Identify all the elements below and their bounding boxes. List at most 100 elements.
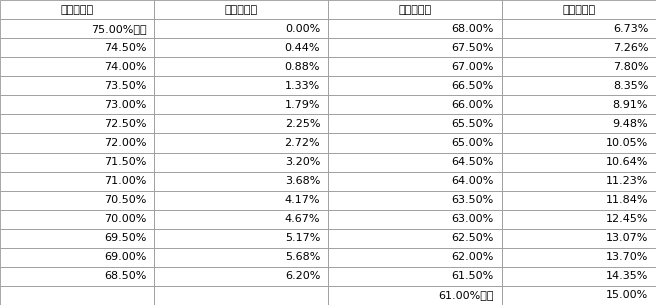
Text: 8.35%: 8.35% — [613, 81, 648, 91]
Bar — [0, 210, 154, 229]
Text: 11.84%: 11.84% — [605, 195, 648, 205]
Bar — [328, 171, 502, 191]
Text: 63.50%: 63.50% — [452, 195, 494, 205]
Text: 73.50%: 73.50% — [104, 81, 146, 91]
Bar — [0, 19, 154, 38]
Text: 67.50%: 67.50% — [451, 43, 494, 53]
Bar — [328, 152, 502, 171]
Bar — [328, 19, 502, 38]
Text: 低　下　率: 低 下 率 — [60, 5, 94, 15]
Bar — [502, 171, 656, 191]
Text: 2.72%: 2.72% — [285, 138, 320, 148]
Text: 66.50%: 66.50% — [452, 81, 494, 91]
Bar — [328, 267, 502, 286]
Text: 4.67%: 4.67% — [285, 214, 320, 224]
Text: 63.00%: 63.00% — [452, 214, 494, 224]
Bar — [154, 38, 328, 57]
Text: 支　給　率: 支 給 率 — [224, 5, 258, 15]
Bar — [154, 286, 328, 305]
Text: 3.68%: 3.68% — [285, 176, 320, 186]
Bar — [328, 57, 502, 76]
Text: 8.91%: 8.91% — [613, 100, 648, 110]
Text: 4.17%: 4.17% — [285, 195, 320, 205]
Bar — [328, 229, 502, 248]
Text: 65.00%: 65.00% — [452, 138, 494, 148]
Bar — [154, 76, 328, 95]
Bar — [0, 0, 154, 19]
Bar — [328, 191, 502, 210]
Bar — [154, 95, 328, 114]
Text: 69.00%: 69.00% — [104, 252, 146, 262]
Text: 71.50%: 71.50% — [104, 157, 146, 167]
Text: 1.33%: 1.33% — [285, 81, 320, 91]
Text: 61.50%: 61.50% — [452, 271, 494, 282]
Text: 68.00%: 68.00% — [451, 23, 494, 34]
Bar — [154, 191, 328, 210]
Text: 72.00%: 72.00% — [104, 138, 146, 148]
Text: 72.50%: 72.50% — [104, 119, 146, 129]
Bar — [154, 171, 328, 191]
Bar — [0, 134, 154, 152]
Bar — [328, 134, 502, 152]
Bar — [502, 248, 656, 267]
Bar — [154, 134, 328, 152]
Bar — [502, 210, 656, 229]
Bar — [502, 57, 656, 76]
Bar — [328, 95, 502, 114]
Bar — [502, 267, 656, 286]
Bar — [0, 57, 154, 76]
Bar — [328, 114, 502, 134]
Bar — [0, 114, 154, 134]
Text: 61.00%以下: 61.00%以下 — [438, 290, 494, 300]
Text: 11.23%: 11.23% — [605, 176, 648, 186]
Text: 低　下　率: 低 下 率 — [398, 5, 432, 15]
Bar — [154, 248, 328, 267]
Text: 69.50%: 69.50% — [104, 233, 146, 243]
Bar — [0, 95, 154, 114]
Bar — [154, 19, 328, 38]
Text: 13.70%: 13.70% — [605, 252, 648, 262]
Text: 71.00%: 71.00% — [104, 176, 146, 186]
Bar — [502, 19, 656, 38]
Bar — [154, 0, 328, 19]
Text: 62.50%: 62.50% — [451, 233, 494, 243]
Bar — [0, 248, 154, 267]
Bar — [502, 152, 656, 171]
Bar — [154, 229, 328, 248]
Text: 67.00%: 67.00% — [451, 62, 494, 72]
Text: 74.50%: 74.50% — [104, 43, 146, 53]
Text: 0.88%: 0.88% — [285, 62, 320, 72]
Text: 2.25%: 2.25% — [285, 119, 320, 129]
Text: 15.00%: 15.00% — [606, 290, 648, 300]
Bar — [502, 191, 656, 210]
Text: 75.00%以上: 75.00%以上 — [91, 23, 146, 34]
Text: 6.20%: 6.20% — [285, 271, 320, 282]
Text: 1.79%: 1.79% — [285, 100, 320, 110]
Bar — [154, 114, 328, 134]
Bar — [502, 95, 656, 114]
Bar — [0, 191, 154, 210]
Text: 3.20%: 3.20% — [285, 157, 320, 167]
Bar — [502, 114, 656, 134]
Text: 5.17%: 5.17% — [285, 233, 320, 243]
Text: 68.50%: 68.50% — [104, 271, 146, 282]
Bar — [328, 248, 502, 267]
Bar — [0, 171, 154, 191]
Text: 70.50%: 70.50% — [104, 195, 146, 205]
Text: 64.50%: 64.50% — [451, 157, 494, 167]
Text: 66.00%: 66.00% — [452, 100, 494, 110]
Text: 64.00%: 64.00% — [451, 176, 494, 186]
Bar — [502, 38, 656, 57]
Text: 10.05%: 10.05% — [606, 138, 648, 148]
Bar — [328, 76, 502, 95]
Text: 支　給　率: 支 給 率 — [562, 5, 596, 15]
Text: 74.00%: 74.00% — [104, 62, 146, 72]
Text: 7.80%: 7.80% — [613, 62, 648, 72]
Bar — [0, 152, 154, 171]
Text: 70.00%: 70.00% — [104, 214, 146, 224]
Text: 7.26%: 7.26% — [613, 43, 648, 53]
Bar — [154, 152, 328, 171]
Bar — [0, 286, 154, 305]
Bar — [0, 267, 154, 286]
Text: 0.00%: 0.00% — [285, 23, 320, 34]
